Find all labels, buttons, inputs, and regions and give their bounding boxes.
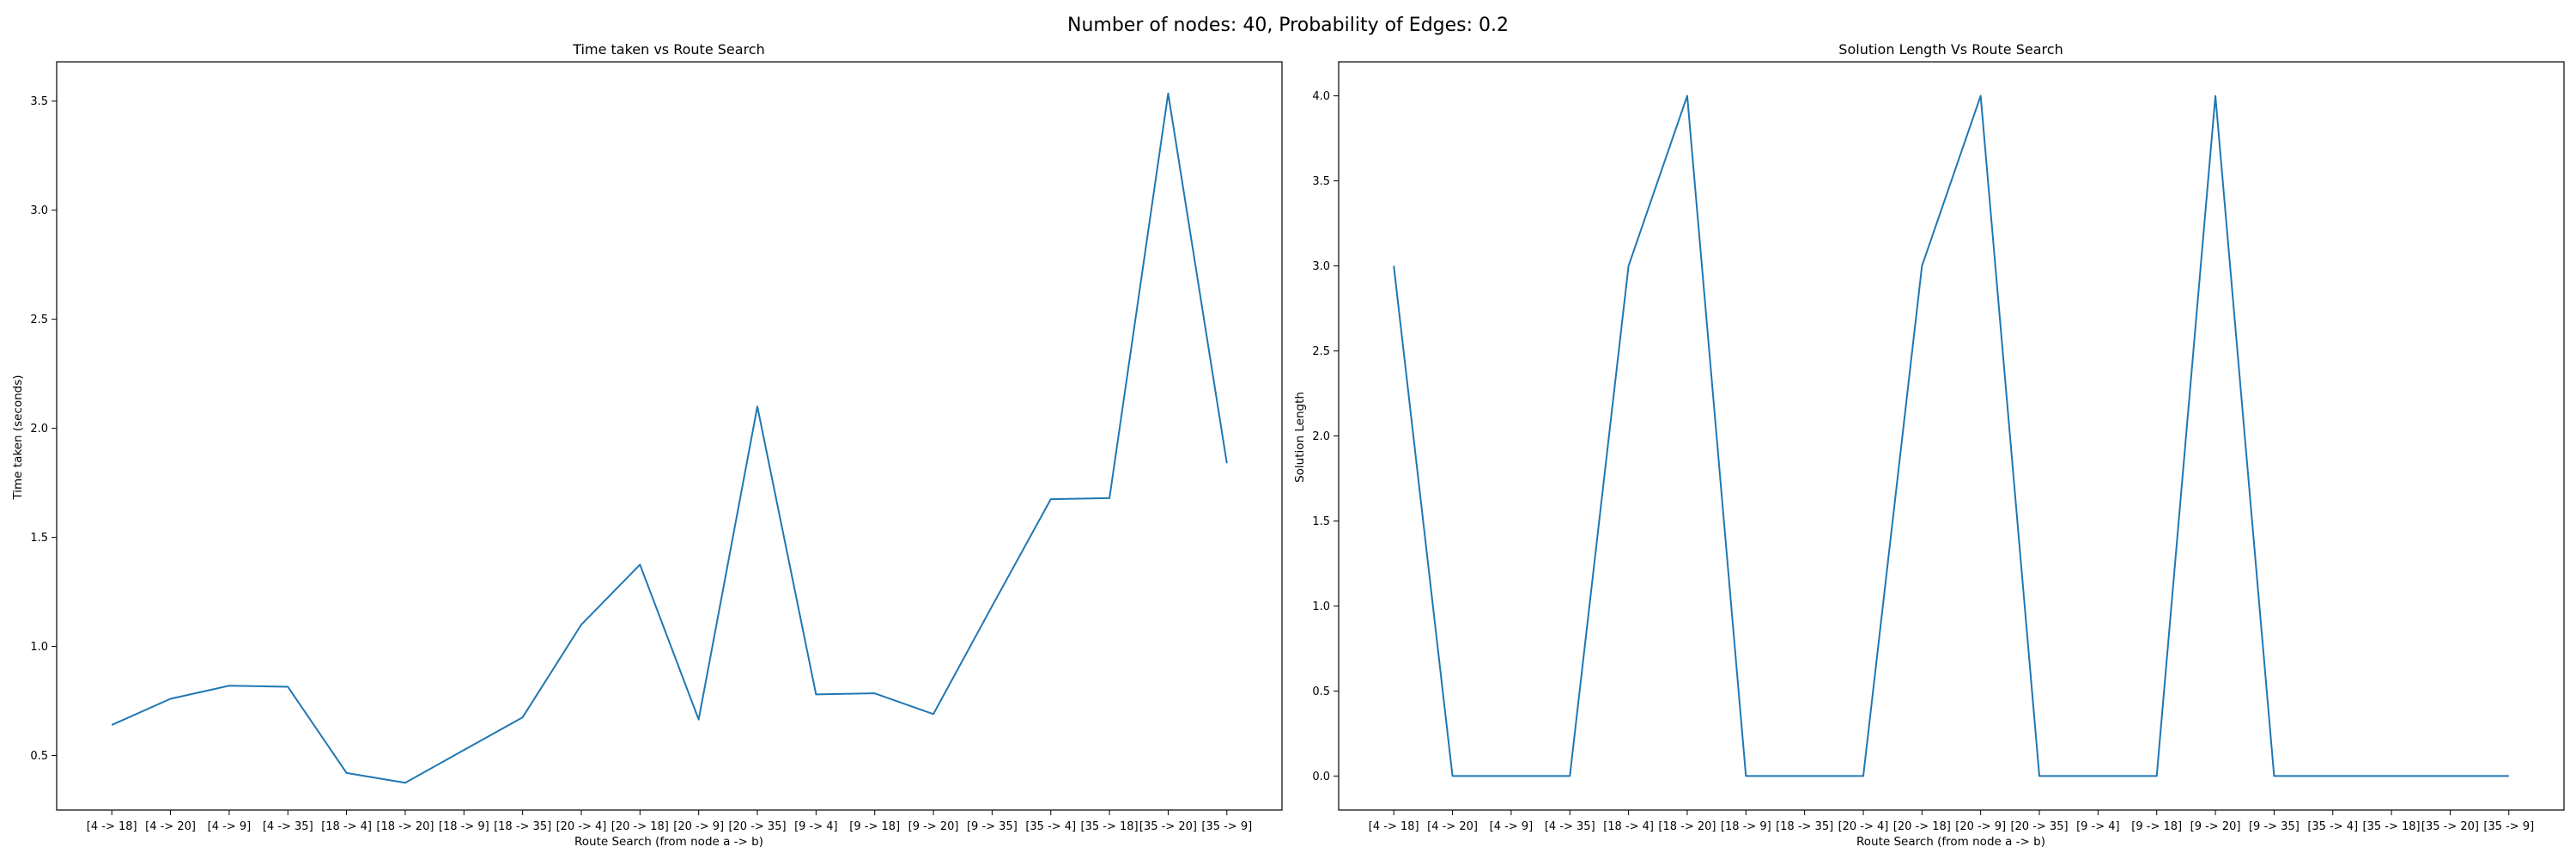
time-x-tick-label: [4 -> 20] [145, 820, 196, 833]
length-x-tick-label: [4 -> 35] [1545, 820, 1595, 833]
length-chart-plot-area: [4 -> 18] [4 -> 20] [4 -> 9] [4 -> 35] [18 -… [1312, 61, 2565, 833]
length-x-tick-label: [20 -> 4] [1838, 820, 1889, 833]
time-x-tick-label: [35 -> 18] [1081, 820, 1139, 833]
length-x-tick-label: [18 -> 9] [1721, 820, 1771, 833]
length-x-tick-label: [18 -> 35] [1776, 820, 1833, 833]
time-chart-xlabel: Route Search (from node a -> b) [574, 835, 763, 849]
time-y-tick-label: 2.5 [30, 314, 48, 326]
length-x-tick-label: [4 -> 20] [1427, 820, 1478, 833]
length-x-tick-label: [18 -> 4] [1603, 820, 1654, 833]
time-chart-title: Time taken vs Route Search [572, 41, 764, 58]
time-x-tick-label: [20 -> 18] [611, 820, 669, 833]
time-x-tick-label: [4 -> 18] [87, 820, 137, 833]
length-x-tick-label: [9 -> 18] [2131, 820, 2182, 833]
length-y-tick-label: 3.5 [1312, 175, 1330, 188]
length-x-tick-label: [9 -> 4] [2076, 820, 2120, 833]
length-x-tick-label: [20 -> 18] [1893, 820, 1951, 833]
time-x-tick-label: [4 -> 35] [263, 820, 313, 833]
time-chart-ylabel: Time taken (seconds) [11, 375, 25, 500]
time-x-tick-label: [20 -> 35] [728, 820, 786, 833]
time-x-tick-label: [9 -> 18] [849, 820, 900, 833]
length-x-tick-label: [35 -> 20] [2421, 820, 2479, 833]
length-axes-frame [1338, 61, 2565, 811]
time-x-tick-label: [20 -> 4] [556, 820, 607, 833]
time-series-line [111, 92, 1228, 784]
length-y-tick-label: 4.0 [1312, 90, 1330, 103]
length-x-tick-label: [9 -> 20] [2190, 820, 2241, 833]
length-x-tick-label: [20 -> 9] [1955, 820, 2006, 833]
length-y-tick-label: 1.0 [1312, 600, 1330, 613]
length-y-tick-label: 2.0 [1312, 430, 1330, 443]
length-y-tick-label: 2.5 [1312, 345, 1330, 358]
figure-suptitle: Number of nodes: 40, Probability of Edge… [1067, 15, 1509, 36]
time-x-tick-label: [9 -> 4] [794, 820, 838, 833]
time-x-tick-label: [9 -> 20] [908, 820, 959, 833]
length-chart-ylabel: Solution Length [1293, 392, 1307, 483]
length-x-tick-label: [20 -> 35] [2010, 820, 2068, 833]
length-chart-xlabel: Route Search (from node a -> b) [1856, 835, 2045, 849]
time-y-tick-label: 0.5 [30, 750, 48, 763]
length-x-tick-label: [35 -> 4] [2307, 820, 2358, 833]
length-x-tick-label: [35 -> 18] [2363, 820, 2421, 833]
time-x-tick-label: [35 -> 4] [1025, 820, 1076, 833]
time-x-tick-label: [35 -> 9] [1201, 820, 1252, 833]
time-x-tick-label: [35 -> 20] [1139, 820, 1197, 833]
length-x-tick-label: [4 -> 18] [1369, 820, 1419, 833]
time-x-tick-label: [9 -> 35] [967, 820, 1018, 833]
time-y-tick-label: 1.5 [30, 532, 48, 545]
time-x-tick-label: [4 -> 9] [208, 820, 252, 833]
time-y-tick-label: 2.0 [30, 423, 48, 436]
length-y-tick-label: 0.0 [1312, 771, 1330, 783]
length-x-tick-label: [4 -> 9] [1490, 820, 1534, 833]
time-x-tick-label: [18 -> 35] [494, 820, 551, 833]
length-series-line [1393, 94, 2509, 777]
time-y-tick-label: 3.5 [30, 95, 48, 108]
length-x-tick-label: [35 -> 9] [2483, 820, 2534, 833]
solution-length-chart: Solution Length Vs Route Search Route Se… [1293, 41, 2565, 849]
time-chart-plot-area: [4 -> 18] [4 -> 20] [4 -> 9] [4 -> 35] [18 -… [30, 61, 1283, 833]
time-x-tick-label: [18 -> 9] [439, 820, 489, 833]
time-x-tick-label: [20 -> 9] [673, 820, 724, 833]
time-taken-chart: Time taken vs Route Search Route Search … [11, 41, 1283, 849]
time-y-tick-label: 3.0 [30, 204, 48, 217]
length-x-tick-label: [18 -> 20] [1658, 820, 1716, 833]
time-x-tick-label: [18 -> 20] [376, 820, 434, 833]
length-y-tick-label: 0.5 [1312, 685, 1330, 698]
time-y-tick-label: 1.0 [30, 641, 48, 654]
time-axes-frame [56, 61, 1283, 811]
length-chart-title: Solution Length Vs Route Search [1838, 41, 2063, 58]
length-y-tick-label: 3.0 [1312, 260, 1330, 273]
length-x-tick-label: [9 -> 35] [2249, 820, 2300, 833]
length-y-tick-label: 1.5 [1312, 515, 1330, 528]
time-x-tick-label: [18 -> 4] [321, 820, 372, 833]
